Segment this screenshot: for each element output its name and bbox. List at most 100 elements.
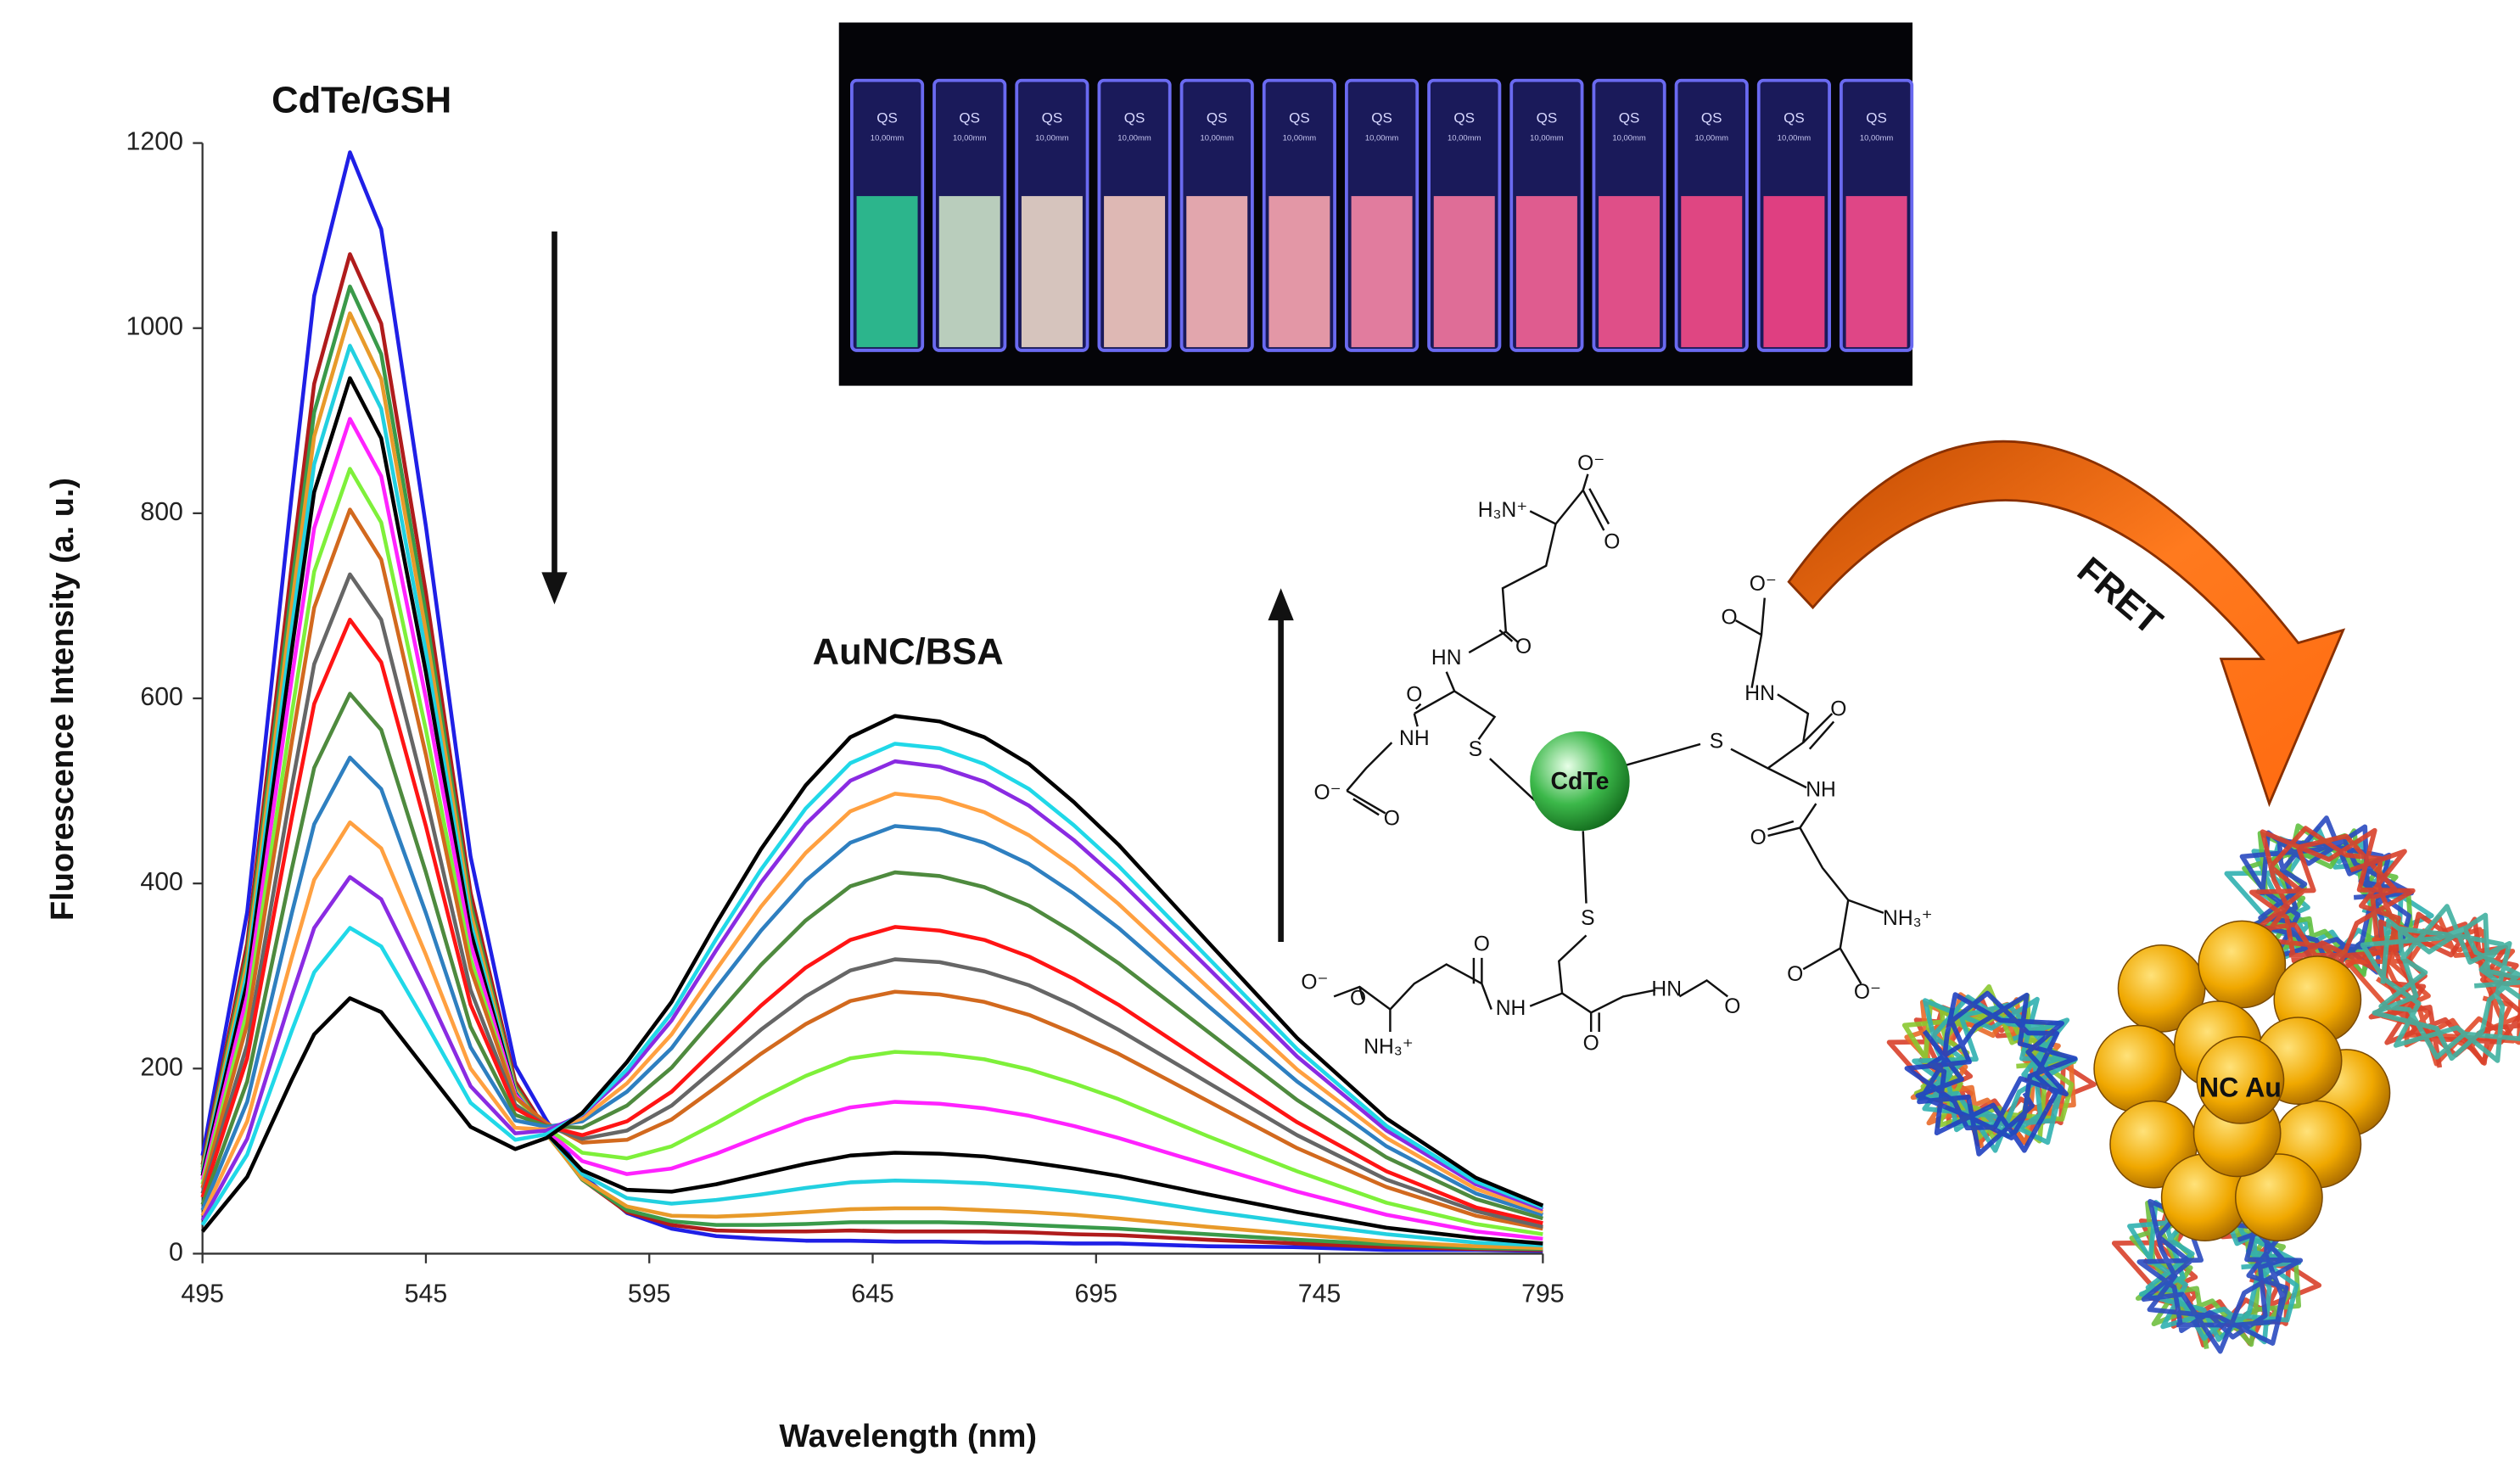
gold-cluster xyxy=(2093,920,2391,1242)
atom-label: HN xyxy=(1431,647,1462,669)
cuvette-size: 10,00mm xyxy=(1117,133,1151,143)
cuvette-label: QS xyxy=(1207,110,1228,126)
bond xyxy=(1529,473,1610,531)
gold-atom xyxy=(2198,920,2287,1009)
atom-label: O⁻ xyxy=(1301,972,1328,994)
cuvette-liquid xyxy=(1104,196,1166,348)
atom-label: O xyxy=(1384,808,1400,831)
cuvette-size: 10,00mm xyxy=(1200,133,1234,143)
cluster-label: NC Au xyxy=(2199,1073,2282,1103)
cuvette-liquid xyxy=(1021,196,1083,348)
cuvette-label: QS xyxy=(1701,110,1722,126)
atom-label: O xyxy=(1515,636,1532,658)
atom-label: O xyxy=(1722,607,1738,630)
bond xyxy=(1346,742,1393,816)
atom-label: O⁻ xyxy=(1750,573,1777,596)
atom-label: S xyxy=(1710,731,1723,754)
cuvette-size: 10,00mm xyxy=(1530,133,1564,143)
atom-label: HN xyxy=(1651,978,1682,1000)
cuvette-liquid xyxy=(1515,196,1577,348)
atom-label: NH₃⁺ xyxy=(1364,1035,1414,1058)
cuvette-liquid xyxy=(938,196,1000,348)
cuvette-label: QS xyxy=(959,110,980,126)
atom-label: NH xyxy=(1399,727,1430,750)
series-line xyxy=(200,284,1543,1252)
cuvette-label: QS xyxy=(1866,110,1887,126)
cuvette-photo: QS 10,00mm QS 10,00mm QS 10,00mm QS 10,00mm QS 10… xyxy=(838,22,1914,386)
arrow-head xyxy=(541,572,568,605)
atom-label: O⁻ xyxy=(1854,981,1881,1004)
cuvette-size: 10,00mm xyxy=(1283,133,1317,143)
cuvette-label: QS xyxy=(1537,110,1558,126)
atom-label: HN xyxy=(1744,682,1775,705)
atom-label: NH xyxy=(1806,778,1836,801)
fret-label: FRET xyxy=(2069,550,2170,643)
cuvette-size: 10,00mm xyxy=(1365,133,1399,143)
fret-scheme: FRET NC Au xyxy=(1787,440,2520,1354)
x-tick-label: 545 xyxy=(405,1280,448,1308)
atom-label: O xyxy=(1474,933,1490,955)
gsh-cdte-structure: CdTe H₃N⁺ O⁻ O HN O O NH O⁻ O S S S O⁻ O HN O NH O NH₃⁺ O O⁻… xyxy=(1301,452,1932,1059)
atom-label: S xyxy=(1469,738,1482,761)
y-tick-label: 600 xyxy=(140,683,183,711)
cuvette-size: 10,00mm xyxy=(1035,133,1069,143)
series-line xyxy=(200,755,1544,1217)
cuvette-liquid xyxy=(1186,196,1248,348)
x-tick-label: 645 xyxy=(851,1280,894,1308)
gold-atom xyxy=(2234,1153,2323,1242)
cuvette-liquid xyxy=(856,196,918,348)
series-line xyxy=(200,572,1543,1230)
cuvette-label: QS xyxy=(1124,110,1145,126)
atom-label: O xyxy=(1604,531,1620,554)
atom-label: O xyxy=(1406,684,1422,707)
atom-label: S xyxy=(1581,907,1594,930)
x-tick-label: 745 xyxy=(1298,1280,1341,1308)
bond xyxy=(1468,524,1557,654)
protein-ribbon xyxy=(1904,990,2078,1157)
atom-label: O xyxy=(1583,1033,1599,1056)
spectra-chart: CdTe/GSH AuNC/BSA Fluorescence Intensity… xyxy=(45,81,1565,1455)
protein-ribbon xyxy=(2249,826,2416,984)
atom-label: O xyxy=(1724,995,1740,1018)
gold-atom xyxy=(2093,1024,2182,1113)
series-line xyxy=(200,150,1543,1253)
series-line xyxy=(200,344,1543,1247)
x-tick-label: 795 xyxy=(1521,1280,1565,1308)
atom-label: O xyxy=(1350,988,1366,1011)
gold-atom xyxy=(2117,944,2206,1033)
cuvette-label: QS xyxy=(1619,110,1640,126)
cuvette-label: QS xyxy=(1784,110,1805,126)
cuvette-size: 10,00mm xyxy=(1860,133,1894,143)
fret-arrow xyxy=(1787,440,2346,808)
bond xyxy=(1735,597,1766,688)
cuvette-label: QS xyxy=(1289,110,1310,126)
cdte-core xyxy=(1530,731,1630,832)
bonds xyxy=(1333,473,1884,1033)
atom-label: O⁻ xyxy=(1313,782,1341,804)
series-line xyxy=(200,376,1543,1246)
atom-label: NH₃⁺ xyxy=(1883,907,1933,930)
cuvette-size: 10,00mm xyxy=(1612,133,1646,143)
y-tick-label: 0 xyxy=(169,1238,183,1266)
series-line xyxy=(200,742,1544,1226)
cuvette-liquid xyxy=(1845,196,1907,348)
y-tick-label: 1200 xyxy=(126,128,183,156)
series-line xyxy=(200,252,1543,1252)
cuvette-liquid xyxy=(1599,196,1660,348)
atom-label: O xyxy=(1787,963,1803,986)
cuvette-label: QS xyxy=(1371,110,1392,126)
atom-label: O xyxy=(1830,698,1846,721)
series-line xyxy=(200,417,1543,1241)
series-line xyxy=(200,759,1544,1222)
x-tick-label: 495 xyxy=(181,1280,224,1308)
y-tick-label: 800 xyxy=(140,498,183,526)
cuvette-liquid xyxy=(1763,196,1825,348)
atom-label: NH xyxy=(1496,997,1526,1020)
cuvette-size: 10,00mm xyxy=(871,133,904,143)
arrow-head xyxy=(1268,588,1294,621)
series-line xyxy=(200,692,1544,1221)
annotation: AuNC/BSA xyxy=(813,631,1004,672)
cuvette-liquid xyxy=(1433,196,1495,348)
